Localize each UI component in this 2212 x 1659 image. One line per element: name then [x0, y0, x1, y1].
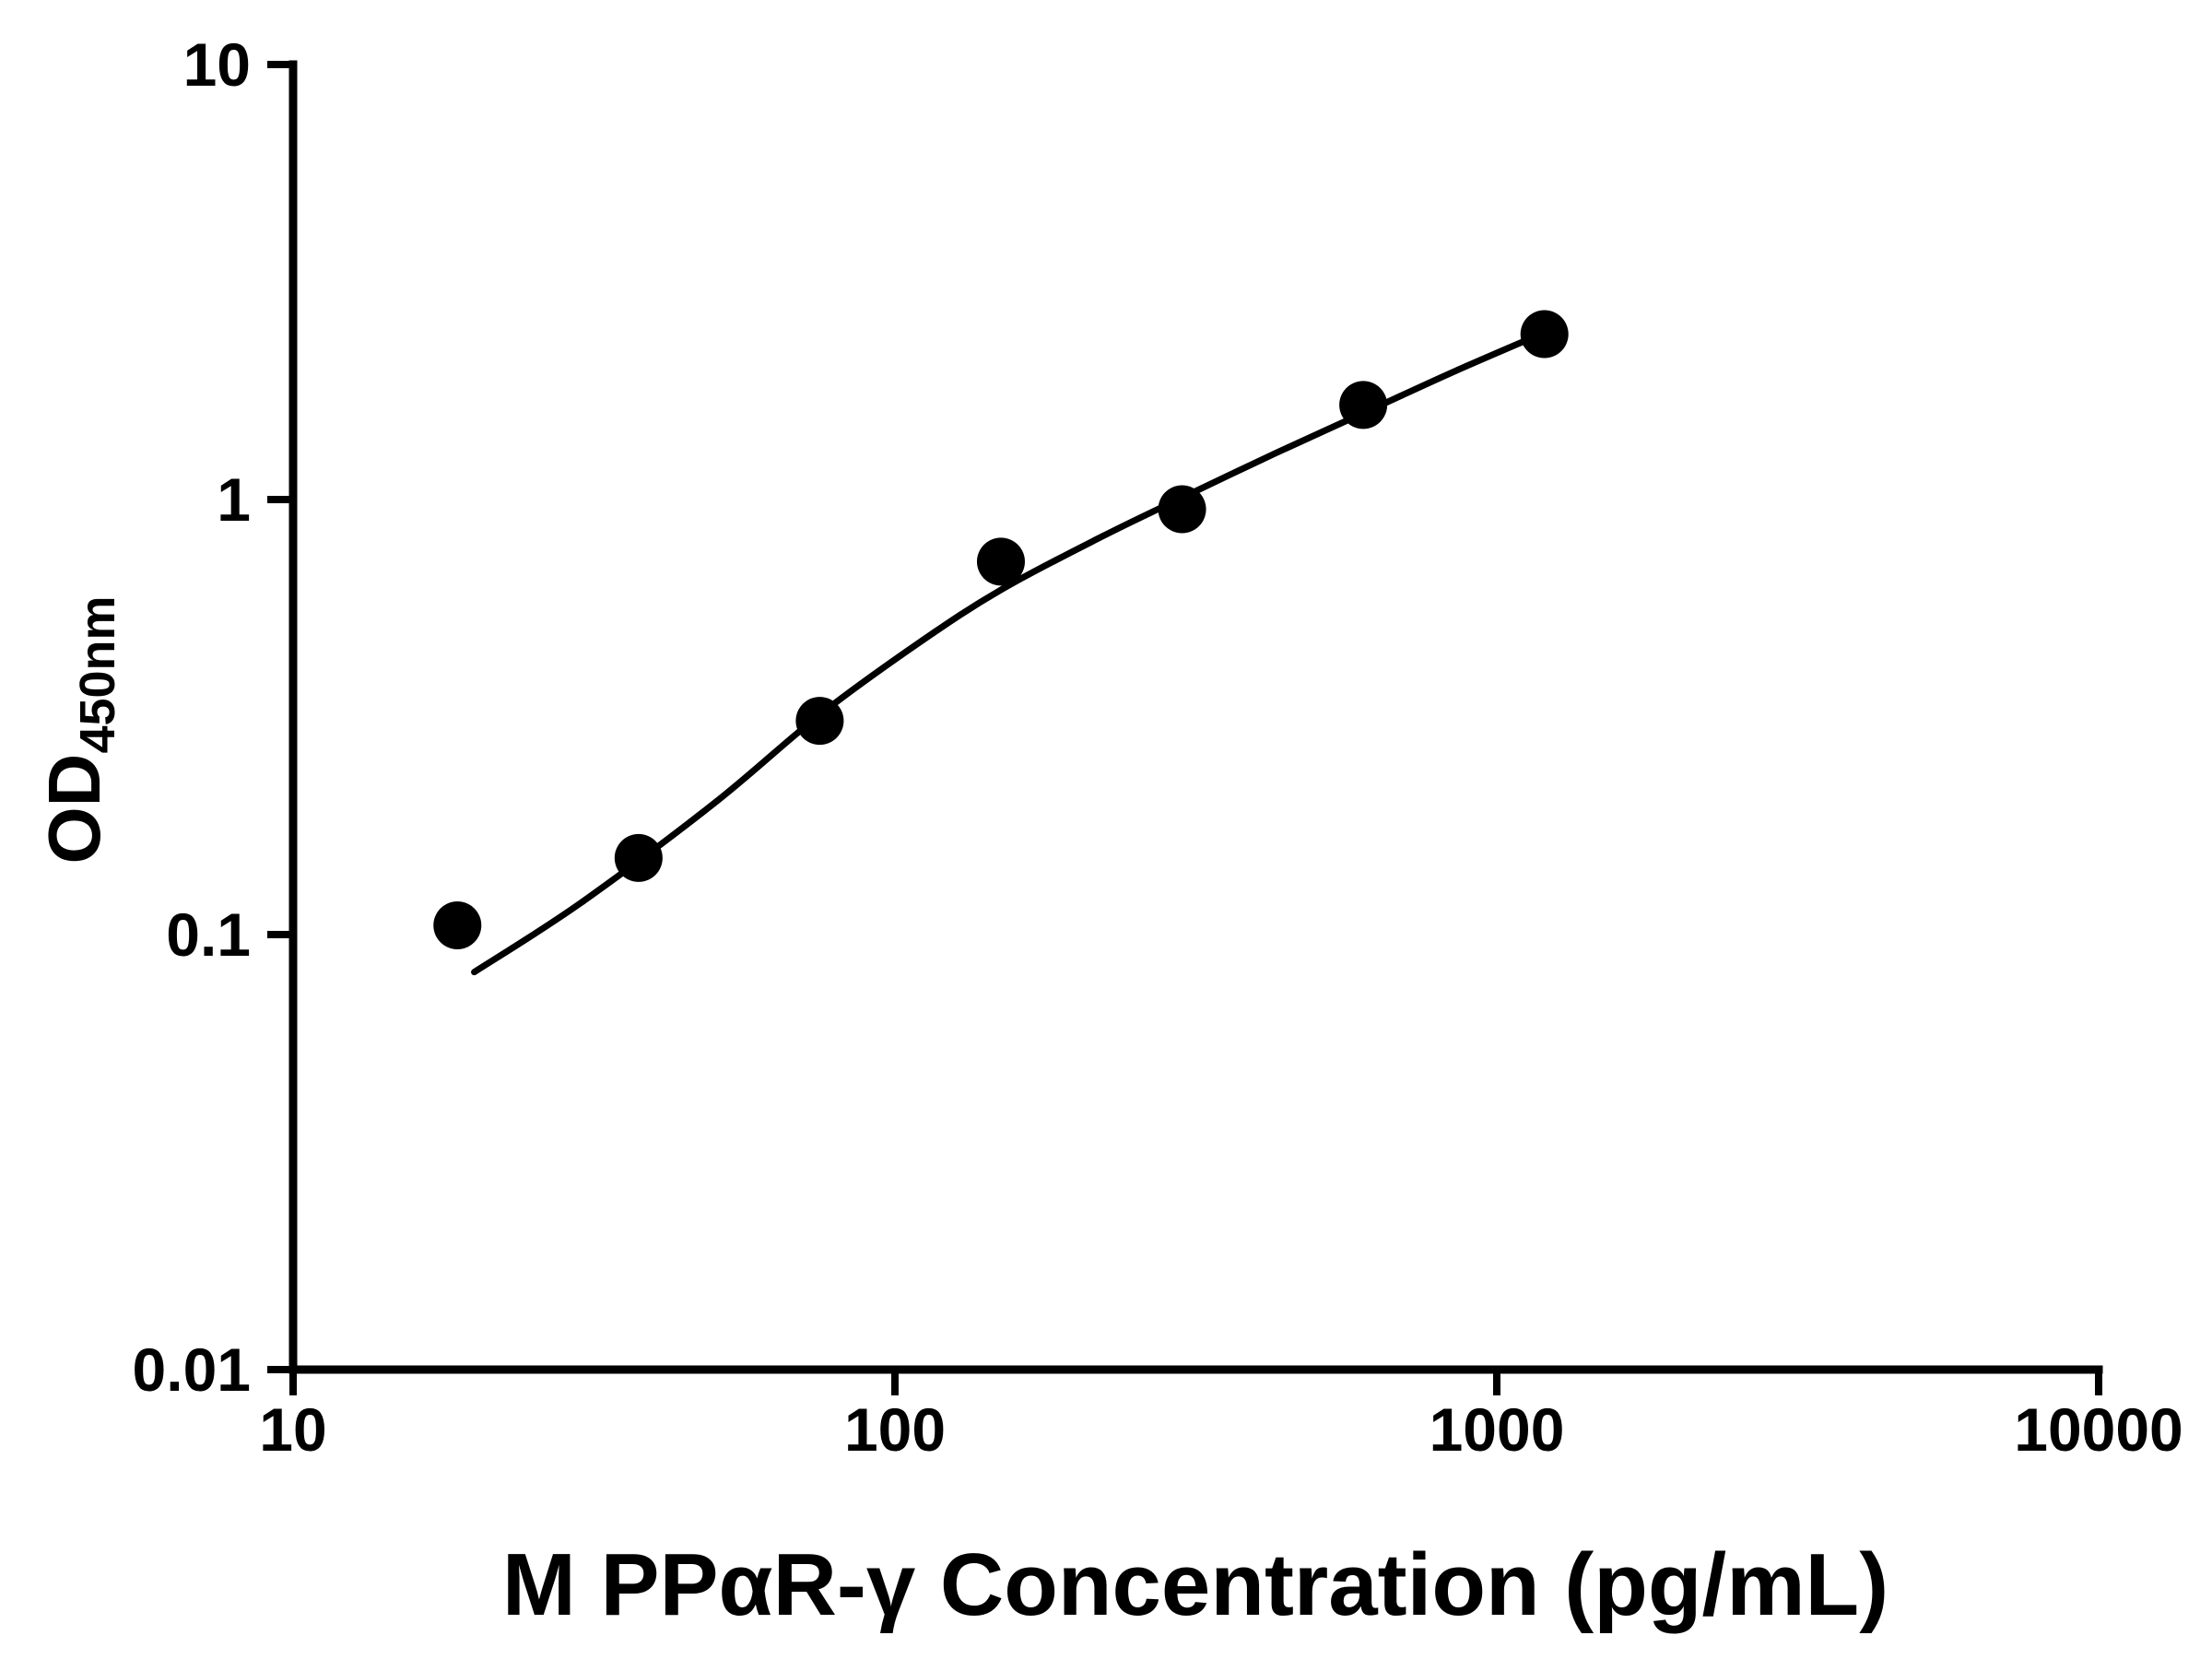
y-axis-title-subscript: 450nm: [70, 595, 125, 753]
y-axis-title-main: OD: [33, 754, 115, 865]
data-point: [795, 697, 844, 746]
x-axis-title: M PPαR-γ Concentration (pg/mL): [502, 1535, 1888, 1634]
tick-marks: [267, 61, 2102, 1395]
y-tick-label: 0.01: [133, 1335, 251, 1404]
x-tick-label: 100: [844, 1395, 946, 1464]
y-tick-label: 10: [183, 30, 251, 99]
y-tick-label: 1: [217, 465, 251, 534]
data-point: [1339, 381, 1388, 429]
data-point: [1158, 485, 1206, 534]
x-tick-label: 10: [259, 1395, 326, 1464]
y-tick-label: 0.1: [166, 900, 251, 969]
data-point: [433, 900, 482, 949]
data-point: [976, 537, 1025, 586]
data-points-group: [433, 310, 1569, 949]
x-tick-label: 10000: [2014, 1395, 2183, 1464]
tick-labels: 10 100 1000 10000 0.01 0.1 1 10: [133, 30, 2183, 1464]
data-point: [614, 833, 663, 882]
data-point: [1520, 310, 1569, 359]
x-tick-label: 1000: [1430, 1395, 1565, 1464]
y-axis-title: OD450nm: [33, 595, 125, 864]
axes-frame: [288, 60, 2103, 1374]
